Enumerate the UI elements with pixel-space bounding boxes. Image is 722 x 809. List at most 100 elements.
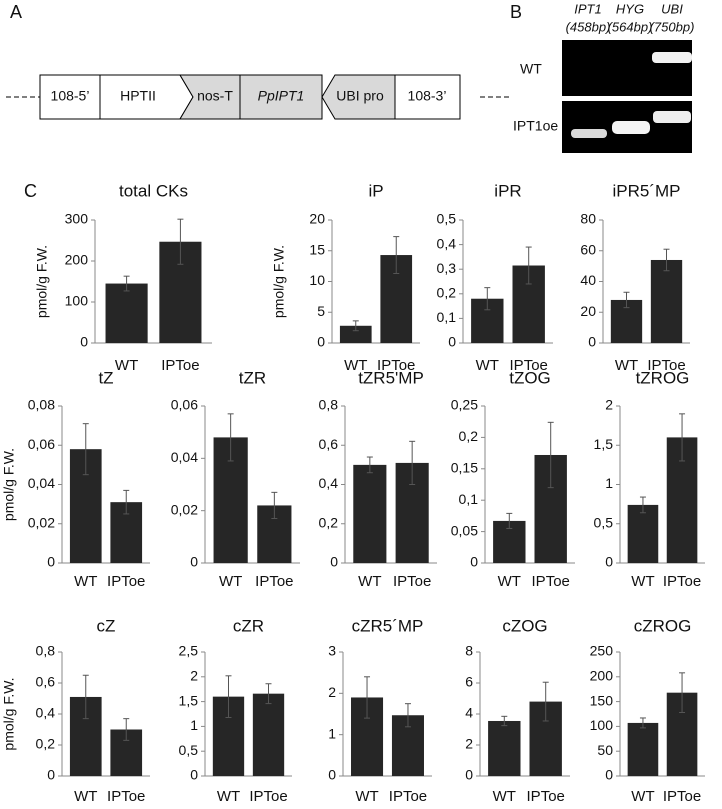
y-tick-label: 0,4 bbox=[36, 705, 56, 721]
y-tick-label: 0,5 bbox=[594, 514, 614, 530]
x-tick-label: IPToe bbox=[107, 573, 145, 590]
x-tick-label: IPToe bbox=[527, 788, 565, 805]
gel-band bbox=[612, 121, 650, 134]
y-tick-label: 15 bbox=[309, 241, 325, 257]
y-tick-label: 300 bbox=[65, 211, 89, 227]
y-tick-label: 2 bbox=[465, 736, 473, 752]
construct-box bbox=[39, 74, 101, 120]
bar bbox=[488, 720, 521, 776]
y-tick-label: 0,2 bbox=[459, 428, 479, 444]
x-tick-label: IPToe bbox=[255, 573, 293, 590]
y-tick-label: 0 bbox=[190, 554, 198, 570]
x-tick-label: IPToe bbox=[377, 357, 415, 374]
y-tick-label: 0,2 bbox=[319, 514, 339, 530]
y-tick-label: 60 bbox=[580, 241, 596, 257]
gel-band bbox=[571, 129, 607, 138]
y-tick-label: 1 bbox=[328, 725, 336, 741]
y-tick-label: 200 bbox=[65, 252, 89, 268]
y-tick-label: 3 bbox=[328, 643, 336, 659]
y-tick-label: 2,5 bbox=[179, 643, 199, 659]
y-tick-label: 1,5 bbox=[179, 692, 199, 708]
y-tick-label: 0 bbox=[605, 767, 613, 783]
y-tick-label: 0,05 bbox=[451, 522, 478, 538]
y-axis-label: pmol/g F.W. bbox=[271, 245, 287, 318]
x-tick-label: WT bbox=[344, 357, 367, 374]
lane-size: (564bp) bbox=[608, 19, 653, 34]
y-tick-label: 4 bbox=[465, 705, 473, 721]
y-tick-label: 2 bbox=[190, 668, 198, 684]
y-tick-label: 0,06 bbox=[171, 397, 198, 413]
chart-title: iP bbox=[368, 181, 383, 200]
x-tick-label: IPToe bbox=[161, 357, 199, 374]
x-tick-label: WT bbox=[358, 573, 381, 590]
x-tick-label: IPToe bbox=[663, 788, 701, 805]
y-tick-label: 250 bbox=[590, 643, 614, 659]
gel-band bbox=[652, 52, 692, 63]
chart-title: iPR5´MP bbox=[612, 181, 680, 200]
y-tick-label: 0,15 bbox=[451, 460, 478, 476]
y-tick-label: 20 bbox=[580, 303, 596, 319]
bar bbox=[339, 325, 372, 343]
bar bbox=[650, 259, 683, 343]
chart-title: cZOG bbox=[502, 616, 547, 635]
chart-title: iPR bbox=[494, 181, 521, 200]
y-tick-label: 0,1 bbox=[459, 491, 479, 507]
y-tick-label: 0 bbox=[47, 767, 55, 783]
y-tick-label: 10 bbox=[309, 272, 325, 288]
lane-gene: UBI bbox=[661, 1, 683, 16]
gel-row-label: WT bbox=[520, 61, 542, 77]
y-tick-label: 0,5 bbox=[437, 211, 457, 227]
x-tick-label: WT bbox=[115, 357, 138, 374]
x-tick-label: WT bbox=[219, 573, 242, 590]
y-tick-label: 0 bbox=[330, 554, 338, 570]
bar bbox=[627, 722, 659, 776]
y-tick-label: 8 bbox=[465, 643, 473, 659]
y-tick-label: 0,04 bbox=[28, 475, 55, 491]
chart-title: cZROG bbox=[634, 616, 692, 635]
x-tick-label: WT bbox=[476, 357, 499, 374]
construct-box bbox=[394, 74, 461, 120]
gel-row-label: IPT1oe bbox=[513, 118, 558, 134]
y-axis-label: pmol/g F.W. bbox=[34, 245, 50, 318]
x-tick-label: IPToe bbox=[647, 357, 685, 374]
chart-title: total CKs bbox=[119, 181, 188, 200]
y-tick-label: 100 bbox=[590, 717, 614, 733]
y-tick-label: 0,1 bbox=[437, 309, 457, 325]
construct-label: nos-T bbox=[197, 88, 233, 104]
panel-label: C bbox=[24, 181, 37, 201]
y-tick-label: 0,04 bbox=[171, 449, 198, 465]
y-tick-label: 0 bbox=[190, 767, 198, 783]
y-tick-label: 0 bbox=[317, 334, 325, 350]
y-tick-label: 2 bbox=[328, 684, 336, 700]
construct-label: HPTII bbox=[120, 88, 156, 104]
y-tick-label: 0,4 bbox=[437, 235, 457, 251]
chart-title: tZR bbox=[239, 368, 266, 387]
y-tick-label: 200 bbox=[590, 668, 614, 684]
gel-band bbox=[653, 111, 691, 123]
y-tick-label: 80 bbox=[580, 211, 596, 227]
y-tick-label: 0,06 bbox=[28, 436, 55, 452]
x-tick-label: IPToe bbox=[663, 573, 701, 590]
x-tick-label: IPToe bbox=[389, 788, 427, 805]
x-tick-label: WT bbox=[493, 788, 516, 805]
y-tick-label: 1 bbox=[190, 717, 198, 733]
lane-size: (750bp) bbox=[650, 19, 695, 34]
y-tick-label: 0,6 bbox=[319, 436, 339, 452]
y-tick-label: 1 bbox=[605, 475, 613, 491]
chart-title: tZROG bbox=[636, 368, 690, 387]
x-tick-label: IPToe bbox=[393, 573, 431, 590]
panel-label: B bbox=[510, 2, 522, 22]
lane-gene: HYG bbox=[616, 1, 644, 16]
y-tick-label: 0,08 bbox=[28, 397, 55, 413]
lane-gene: IPT1 bbox=[574, 1, 601, 16]
y-tick-label: 0 bbox=[465, 767, 473, 783]
y-tick-label: 0 bbox=[80, 334, 88, 350]
y-tick-label: 6 bbox=[465, 674, 473, 690]
y-tick-label: 50 bbox=[597, 742, 613, 758]
construct-label: 108-3’ bbox=[408, 88, 447, 104]
y-tick-label: 0 bbox=[47, 554, 55, 570]
chart-title: cZR5´MP bbox=[352, 616, 424, 635]
chart-title: tZOG bbox=[509, 368, 551, 387]
y-tick-label: 0,02 bbox=[28, 514, 55, 530]
